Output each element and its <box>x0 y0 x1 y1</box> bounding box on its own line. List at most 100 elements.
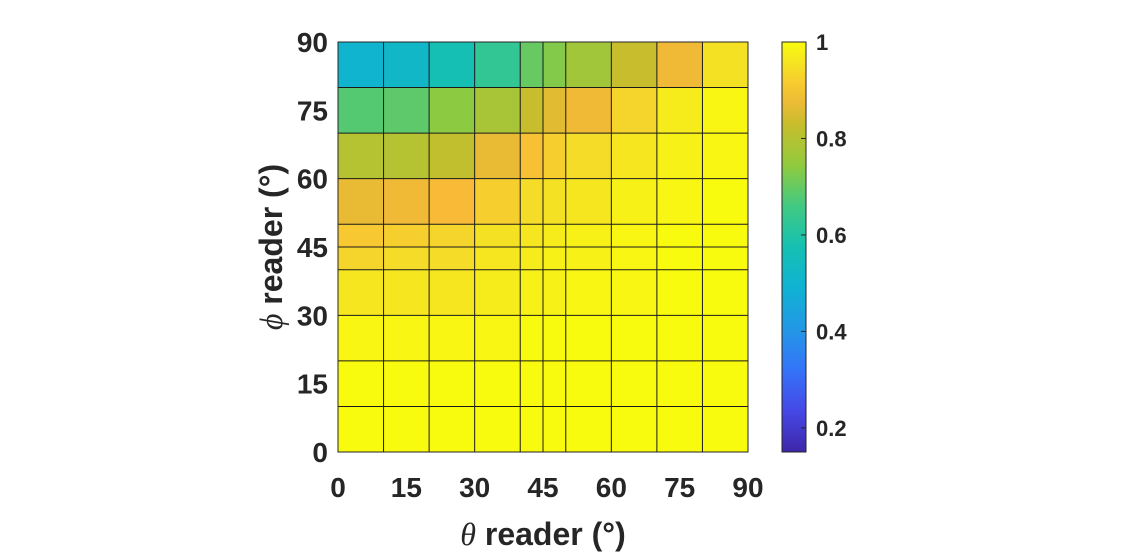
heatmap-cell <box>656 224 703 247</box>
heatmap-cell <box>338 42 384 88</box>
heatmap-cell <box>338 247 384 270</box>
heatmap-cell <box>383 247 430 270</box>
heatmap-cell <box>474 42 521 88</box>
colorbar-ticks: 0.2 0.4 0.6 0.8 1 <box>801 30 847 441</box>
heatmap-cell <box>474 360 521 407</box>
heatmap-cell <box>474 87 521 134</box>
heatmap-cell <box>656 133 703 179</box>
x-axis-label: θ reader (°) <box>460 516 625 552</box>
y-tick-label: 60 <box>297 164 328 195</box>
y-tick-label: 90 <box>297 27 328 58</box>
heatmap-cell <box>383 42 430 88</box>
heatmap-cell <box>702 406 748 452</box>
x-tick-label: 0 <box>330 472 346 503</box>
heatmap-cell <box>338 315 384 361</box>
heatmap-cell <box>338 133 384 179</box>
heatmap-cell <box>383 269 430 316</box>
heatmap-cell <box>565 224 612 247</box>
heatmap-cell <box>702 224 748 247</box>
heatmap-cell <box>520 224 543 247</box>
heatmap-cell <box>702 42 748 88</box>
heatmap-cell <box>611 42 657 88</box>
y-tick-label: 0 <box>312 437 328 468</box>
heatmap-cell <box>702 178 748 225</box>
heatmap-cell <box>702 315 748 361</box>
heatmap-cell <box>520 269 543 316</box>
y-tick-label: 15 <box>297 369 328 400</box>
heatmap-cell <box>565 315 612 361</box>
heatmap-cell <box>543 247 566 270</box>
heatmap-cell <box>429 178 475 225</box>
heatmap-cell <box>383 133 430 179</box>
heatmap-cell <box>565 269 612 316</box>
heatmap-cell <box>474 224 521 247</box>
plot-frame <box>337 41 749 453</box>
heatmap-cell <box>702 247 748 270</box>
heatmap-cell <box>520 133 543 179</box>
heatmap-cell <box>543 133 566 179</box>
heatmap-cell <box>429 42 475 88</box>
heatmap-cell <box>429 247 475 270</box>
x-tick-label: 75 <box>664 472 695 503</box>
heatmap-cell <box>611 315 657 361</box>
heatmap-cell <box>429 406 475 452</box>
heatmap-cell <box>429 87 475 134</box>
heatmap-cell <box>520 247 543 270</box>
heatmap-cell <box>520 406 543 452</box>
heatmap-cell <box>565 178 612 225</box>
heatmap-cell <box>543 269 566 316</box>
heatmap-cell <box>702 133 748 179</box>
heatmap-cell <box>656 406 703 452</box>
x-axis-label-text: reader (°) <box>476 516 626 552</box>
heatmap-cell <box>611 133 657 179</box>
heatmap-cell <box>543 42 566 88</box>
heatmap-cell <box>611 224 657 247</box>
heatmap-cell <box>565 87 612 134</box>
heatmap-cell <box>611 360 657 407</box>
x-axis-ticks: 0 15 30 45 60 75 90 <box>330 472 763 503</box>
heatmap-cell <box>702 360 748 407</box>
heatmap-cell <box>543 178 566 225</box>
heatmap-cell <box>611 406 657 452</box>
colorbar-tick-label: 0.6 <box>816 223 847 248</box>
y-tick-label: 75 <box>297 95 328 126</box>
heatmap-cell <box>429 269 475 316</box>
heatmap-cell <box>474 269 521 316</box>
heatmap-cell <box>383 360 430 407</box>
heatmap-cell <box>520 360 543 407</box>
heatmap-cell <box>338 269 384 316</box>
heatmap-cell <box>543 406 566 452</box>
heatmap-cell <box>338 87 384 134</box>
heatmap-cell <box>383 224 430 247</box>
x-tick-label: 30 <box>459 472 490 503</box>
heatmap-cell <box>656 178 703 225</box>
colorbar-tick-label: 0.4 <box>816 319 847 344</box>
y-axis-label-text: reader (°) <box>253 164 289 314</box>
colorbar <box>781 41 807 453</box>
heatmap-cell <box>383 87 430 134</box>
heatmap-cell <box>543 87 566 134</box>
heatmap-cell <box>474 133 521 179</box>
heatmap-cells <box>338 42 748 452</box>
x-axis-symbol: θ <box>460 516 476 552</box>
heatmap-cell <box>611 247 657 270</box>
heatmap-cell <box>520 42 543 88</box>
heatmap-cell <box>338 360 384 407</box>
y-axis-ticks: 0 15 30 45 60 75 90 <box>297 27 328 468</box>
heatmap-cell <box>338 178 384 225</box>
heatmap-cell <box>474 315 521 361</box>
heatmap-cell <box>656 87 703 134</box>
heatmap-cell <box>383 406 430 452</box>
heatmap-cell <box>565 360 612 407</box>
heatmap-cell <box>611 178 657 225</box>
heatmap-cell <box>656 269 703 316</box>
heatmap-cell <box>565 247 612 270</box>
heatmap-cell <box>383 178 430 225</box>
y-axis-symbol: ϕ <box>253 314 289 331</box>
heatmap-cell <box>656 42 703 88</box>
heatmap-cell <box>474 178 521 225</box>
heatmap-cell <box>429 133 475 179</box>
x-tick-label: 90 <box>732 472 763 503</box>
heatmap-cell <box>656 247 703 270</box>
